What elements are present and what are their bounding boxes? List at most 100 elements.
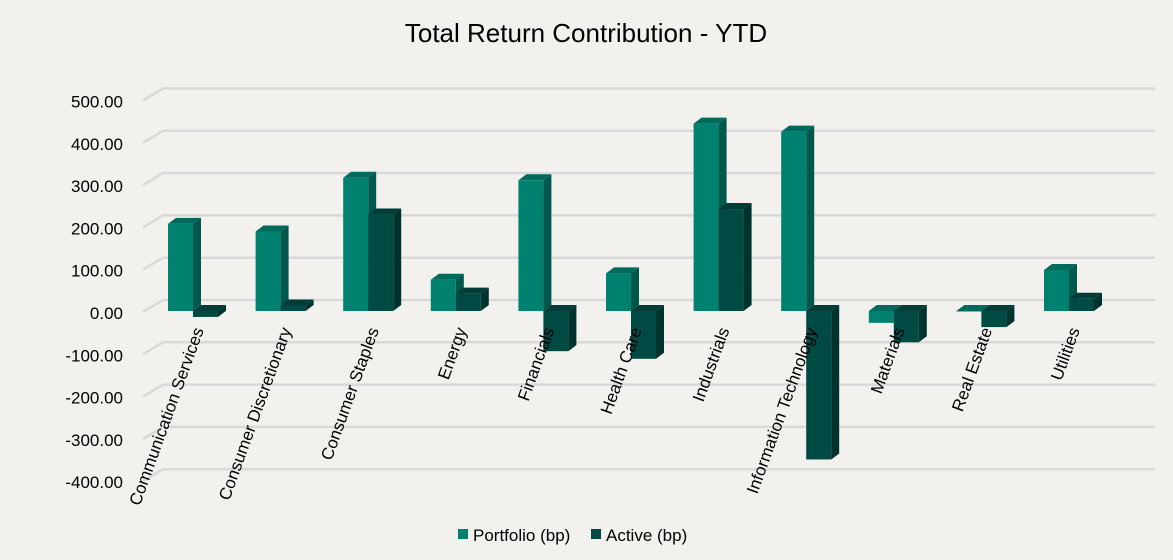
bar-side	[656, 305, 664, 359]
y-tick-label: 400.00	[71, 135, 123, 154]
bar-front	[455, 293, 481, 311]
bar-top	[430, 273, 464, 280]
y-tick-label: 100.00	[71, 262, 123, 281]
legend-swatch-portfolio	[458, 529, 468, 539]
y-tick-label: -300.00	[65, 431, 123, 450]
bar-side	[543, 174, 552, 311]
x-axis: Communication Services Consumer Discretio…	[126, 324, 1084, 508]
bar-front	[1069, 298, 1094, 311]
bar-top	[255, 225, 289, 232]
bar-top	[518, 174, 552, 181]
bar-portfolio	[255, 225, 289, 311]
x-tick-label: Utilities	[1047, 325, 1084, 383]
bar-front	[981, 311, 1007, 328]
bar-active	[368, 208, 402, 311]
gridlines	[142, 87, 1155, 483]
legend-label-portfolio: Portfolio (bp)	[473, 526, 570, 545]
gridline	[142, 425, 1155, 440]
x-tick-label: Energy	[434, 324, 470, 382]
bar-top	[1044, 263, 1077, 270]
bar-front	[430, 279, 456, 311]
gridline	[142, 256, 1155, 271]
bar-top	[455, 287, 489, 294]
bar-front	[193, 311, 218, 317]
bar-active	[455, 287, 489, 311]
chart-title: Total Return Contribution - YTD	[405, 18, 767, 48]
bar-top	[981, 305, 1015, 311]
bar-front	[956, 311, 982, 312]
bar-front	[368, 214, 394, 311]
bar-active	[718, 203, 752, 311]
y-tick-label: -400.00	[65, 473, 123, 492]
bar-active	[543, 305, 577, 352]
bar-top	[718, 203, 752, 210]
bar-front	[543, 311, 569, 352]
bar-top	[343, 171, 377, 178]
legend: Portfolio (bp) Active (bp)	[458, 526, 687, 545]
bar-side	[218, 305, 226, 317]
bar-top	[893, 305, 927, 311]
bar-side	[631, 267, 639, 311]
bar-top	[956, 305, 990, 311]
bar-side	[743, 203, 752, 311]
y-tick-label: 0.00	[90, 304, 123, 323]
bar-side	[918, 305, 927, 343]
bar-front	[606, 273, 631, 311]
bar-side	[280, 225, 289, 311]
bar-side	[1006, 305, 1015, 328]
bar-active	[193, 305, 226, 317]
bar-top	[368, 208, 402, 215]
gridline	[142, 467, 1155, 483]
bar-side	[393, 208, 402, 311]
y-tick-label: -200.00	[65, 389, 123, 408]
bar-top	[806, 305, 840, 311]
gridline	[142, 129, 1155, 144]
legend-label-active: Active (bp)	[606, 526, 687, 545]
bar-portfolio	[781, 125, 815, 311]
bar-front	[280, 305, 306, 311]
gridline	[142, 214, 1155, 229]
y-axis: 500.00 400.00 300.00 200.00 100.00 0.00 -100.0…	[65, 93, 123, 493]
x-tick-label: Health Care	[597, 325, 646, 417]
bar-top	[543, 305, 577, 311]
y-tick-label: -100.00	[65, 346, 123, 365]
bar-top	[1069, 292, 1102, 299]
bar-top	[606, 267, 639, 274]
bar-active	[1069, 292, 1102, 311]
bar-side	[568, 305, 577, 352]
bar-top	[631, 305, 664, 311]
bar-front	[893, 311, 919, 343]
bar-top	[280, 299, 314, 306]
x-tick-label: Consumer Discretionary	[215, 324, 295, 502]
bar-front	[518, 180, 544, 311]
bar-side	[831, 305, 840, 460]
bar-front	[255, 231, 281, 311]
bar-top	[781, 125, 815, 132]
y-tick-label: 200.00	[71, 219, 123, 238]
bar-front	[631, 311, 656, 359]
bar-active	[981, 305, 1015, 328]
y-tick-label: 300.00	[71, 177, 123, 196]
bar-portfolio	[606, 267, 639, 311]
gridline	[142, 298, 1155, 314]
bar-portfolio	[168, 217, 201, 311]
bar-top	[168, 217, 201, 224]
x-tick-label: Industrials	[689, 325, 733, 404]
y-tick-label: 500.00	[71, 93, 123, 112]
bar-front	[806, 311, 832, 460]
bar-active	[631, 305, 664, 359]
legend-swatch-active	[591, 529, 601, 539]
bars	[168, 117, 1102, 460]
bar-top	[693, 117, 727, 124]
x-tick-label: Financials	[514, 325, 558, 403]
bar-front	[868, 311, 894, 323]
bar-front	[718, 209, 744, 311]
bar-side	[1094, 292, 1102, 311]
gridline	[142, 87, 1155, 102]
gridline	[142, 383, 1155, 398]
bar-side	[305, 299, 314, 311]
bar-active	[280, 299, 314, 311]
bar-front	[168, 223, 193, 311]
bar-side	[806, 125, 815, 311]
